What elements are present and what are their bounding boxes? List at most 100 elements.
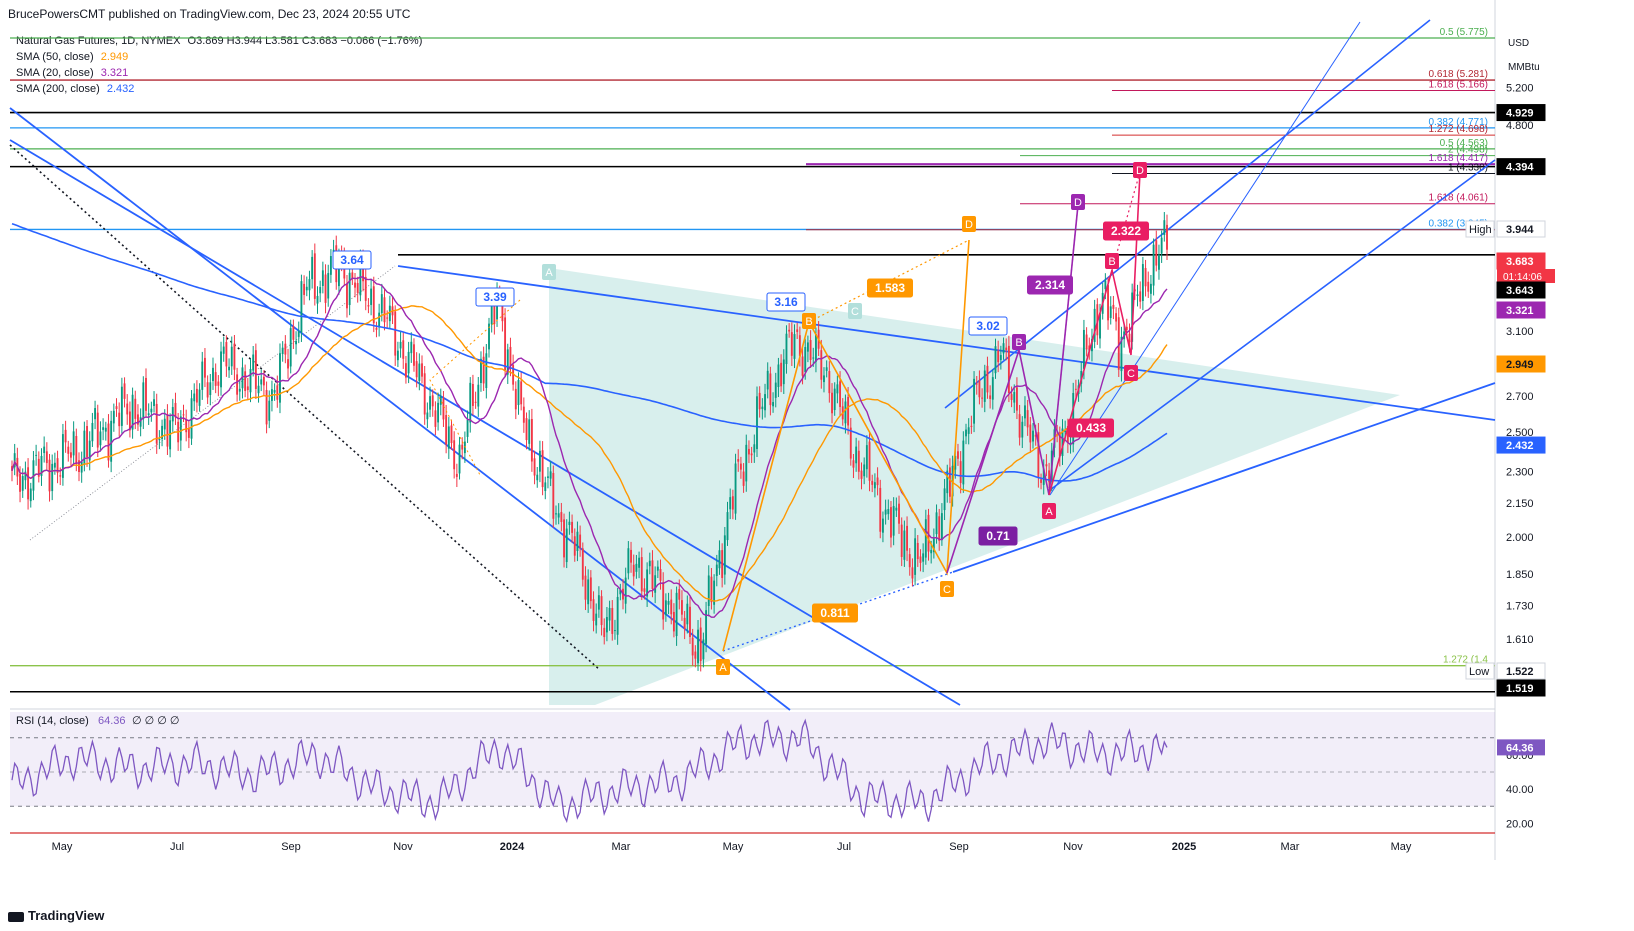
candle-body bbox=[209, 382, 212, 395]
purple-ratio-label-box bbox=[1027, 275, 1073, 295]
candle-body bbox=[520, 381, 523, 405]
candle-body bbox=[388, 305, 391, 322]
candle-body bbox=[1166, 224, 1168, 250]
candle-body bbox=[549, 471, 552, 479]
candle-body bbox=[287, 359, 289, 369]
candle-body bbox=[801, 356, 804, 376]
candle-body bbox=[29, 488, 32, 502]
harmonic-patterns bbox=[429, 171, 1141, 652]
candle-body bbox=[1163, 220, 1166, 236]
rsi-tick-label: 40.00 bbox=[1506, 784, 1534, 796]
price-axis-tag bbox=[1496, 679, 1546, 697]
candle-body bbox=[849, 427, 852, 459]
candle-body bbox=[547, 476, 549, 478]
candle-body bbox=[608, 607, 611, 621]
price-axis-tag bbox=[1496, 104, 1546, 122]
candle-body bbox=[182, 414, 185, 416]
candle-body bbox=[233, 343, 236, 370]
sma50-line bbox=[11, 305, 1168, 602]
candle-body bbox=[204, 357, 206, 378]
price-axis-tag bbox=[1496, 281, 1546, 299]
candle-body bbox=[619, 589, 622, 595]
candle-body bbox=[766, 370, 769, 390]
candle-body bbox=[616, 596, 619, 635]
candle-body bbox=[128, 411, 131, 431]
candle-body bbox=[908, 554, 911, 568]
candle-body bbox=[56, 458, 59, 473]
price-tick-label: 5.200 bbox=[1506, 82, 1534, 94]
price-axis-tag-text: 3.643 bbox=[1506, 285, 1534, 297]
candle-body bbox=[1141, 264, 1144, 301]
candle-body bbox=[19, 473, 21, 492]
pink-ratio-label: 0.433 bbox=[1076, 421, 1106, 435]
brand-text: TradingView bbox=[28, 908, 105, 923]
candle-body bbox=[466, 419, 469, 437]
candle-body bbox=[346, 283, 348, 309]
publisher-caption: BrucePowersCMT published on TradingView.… bbox=[8, 7, 411, 21]
candle-body bbox=[252, 354, 255, 371]
purple-pattern-dotted bbox=[1048, 204, 1079, 496]
candle-body bbox=[1029, 424, 1032, 443]
candle-body bbox=[632, 564, 635, 577]
candle-body bbox=[672, 611, 675, 632]
candle-body bbox=[356, 283, 359, 293]
blue-price-label-box bbox=[475, 287, 515, 307]
candle-body bbox=[364, 276, 367, 301]
candle-body bbox=[726, 512, 729, 541]
fib-level-label: 1.618 (4.061) bbox=[1429, 193, 1489, 204]
price-tick-label: 4.800 bbox=[1506, 120, 1534, 132]
pattern-point-box bbox=[962, 216, 976, 232]
sma50-row[interactable]: SMA (50, close) 2.949 bbox=[16, 49, 426, 65]
price-tick-label: 1.610 bbox=[1506, 634, 1534, 646]
sma200-row[interactable]: SMA (200, close) 2.432 bbox=[16, 81, 426, 97]
candle-body bbox=[742, 471, 745, 486]
sma200-value: 2.432 bbox=[106, 83, 135, 95]
rsi-legend-value: 64.36 bbox=[98, 715, 126, 727]
candle-body bbox=[206, 382, 209, 398]
candle-body bbox=[362, 259, 364, 282]
candle-body bbox=[906, 525, 908, 551]
candle-body bbox=[1037, 432, 1040, 478]
candle-body bbox=[1015, 387, 1018, 411]
sma200-line bbox=[11, 222, 1168, 482]
candle-body bbox=[774, 382, 777, 398]
candle-body bbox=[705, 610, 708, 644]
candle-body bbox=[91, 422, 94, 442]
price-axis-tag-text: 3.321 bbox=[1506, 305, 1534, 317]
candle-body bbox=[104, 427, 107, 432]
candle-body bbox=[222, 346, 225, 354]
sma20-row[interactable]: SMA (20, close) 3.321 bbox=[16, 65, 426, 81]
candle-body bbox=[1099, 313, 1101, 339]
candle-body bbox=[179, 416, 182, 441]
candle-body bbox=[844, 401, 847, 424]
candle-body bbox=[1149, 283, 1152, 294]
candle-body bbox=[815, 334, 817, 362]
candle-body bbox=[246, 386, 249, 391]
candle-body bbox=[997, 350, 1000, 363]
candle-body bbox=[27, 467, 30, 500]
candle-body bbox=[230, 346, 233, 367]
candle-body bbox=[195, 388, 198, 403]
candle-body bbox=[319, 287, 322, 294]
pattern-point-box bbox=[802, 313, 816, 329]
candle-body bbox=[828, 371, 831, 394]
candle-body bbox=[37, 458, 40, 477]
currency-label: USD bbox=[1508, 38, 1529, 49]
candle-body bbox=[630, 549, 632, 563]
candle-body bbox=[1109, 306, 1112, 318]
candle-body bbox=[785, 333, 788, 365]
candle-body bbox=[145, 377, 147, 411]
candle-body bbox=[281, 347, 284, 355]
candle-body bbox=[739, 463, 742, 470]
candle-body bbox=[798, 335, 801, 357]
trend-line bbox=[9, 144, 601, 671]
pattern-point-label: A bbox=[1045, 506, 1053, 518]
candle-body bbox=[782, 359, 785, 385]
candle-body bbox=[640, 557, 643, 592]
pattern-point-label: C bbox=[943, 584, 951, 596]
candle-body bbox=[753, 444, 756, 453]
candle-body bbox=[126, 403, 129, 415]
sma20-label: SMA (20, close) bbox=[16, 67, 94, 79]
candle-body bbox=[681, 600, 683, 615]
